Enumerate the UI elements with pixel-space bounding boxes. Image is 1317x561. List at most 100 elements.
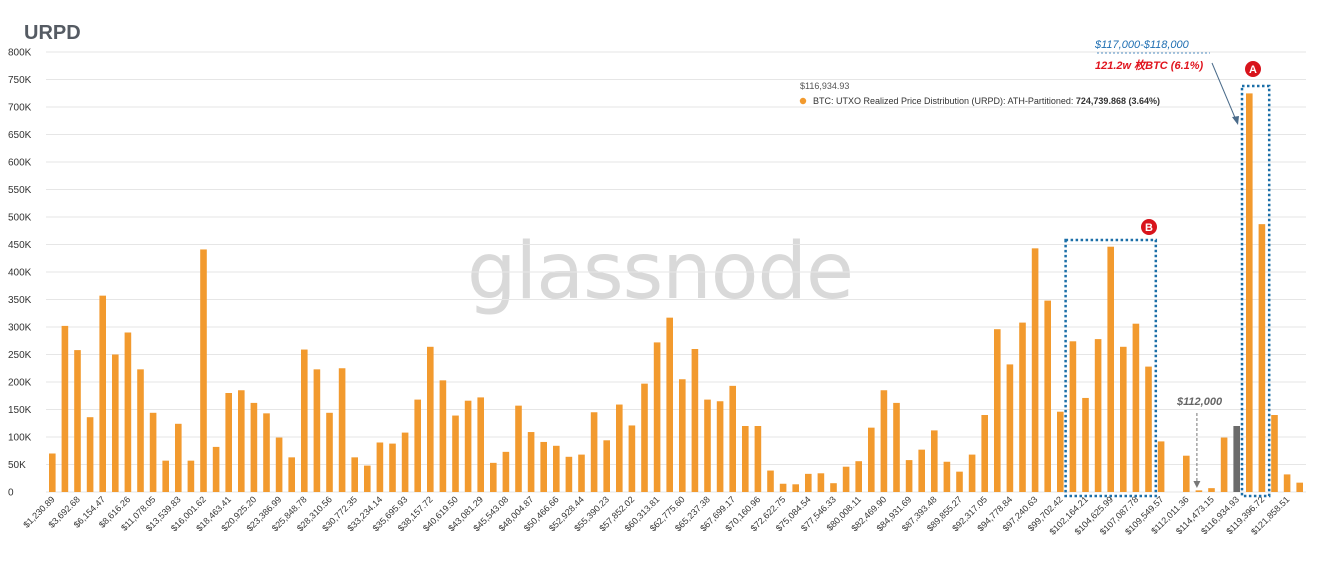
bar — [338, 368, 346, 492]
amount-label: 121.2w 枚BTC (6.1%) — [1095, 59, 1204, 72]
bar — [137, 369, 144, 492]
bar — [1208, 488, 1215, 492]
bar — [792, 484, 799, 492]
bar — [1271, 415, 1278, 492]
bar — [893, 402, 900, 492]
bar — [842, 466, 850, 492]
bar — [1145, 366, 1152, 492]
y-tick-label: 650K — [8, 130, 32, 141]
bar — [490, 462, 497, 492]
bar — [767, 470, 774, 492]
bar — [351, 457, 358, 492]
bar — [616, 404, 623, 492]
bar — [212, 446, 220, 492]
bar — [653, 342, 661, 492]
bar — [1258, 224, 1266, 492]
bar — [918, 449, 925, 492]
y-tick-label: 200K — [8, 378, 32, 389]
bar — [666, 317, 673, 492]
y-tick-label: 500K — [8, 213, 32, 224]
y-tick-label: 100K — [8, 433, 32, 444]
bar — [313, 369, 321, 492]
bar — [427, 346, 434, 492]
bar — [389, 443, 396, 492]
bar — [1082, 397, 1089, 492]
bar — [578, 454, 585, 492]
y-tick-label: 800K — [8, 48, 32, 59]
bar — [590, 412, 598, 492]
bar — [905, 460, 913, 492]
bar — [1296, 482, 1303, 492]
bar — [742, 426, 749, 492]
bar — [250, 402, 258, 492]
tooltip-dot — [799, 97, 807, 105]
bar — [1019, 322, 1026, 492]
bar — [1120, 346, 1127, 492]
bar — [149, 412, 157, 492]
tooltip-price: $116,934.93 — [800, 81, 849, 91]
bar — [679, 379, 686, 492]
bar — [364, 465, 371, 492]
bar — [1157, 441, 1165, 492]
bar — [1107, 246, 1114, 492]
bar — [99, 295, 106, 492]
arrow-head-a — [1232, 116, 1239, 125]
bar — [200, 249, 207, 492]
bar — [994, 329, 1001, 492]
y-tick-label: 0 — [8, 488, 14, 499]
y-tick-label: 250K — [8, 350, 32, 361]
bar — [301, 349, 308, 492]
bar — [754, 426, 762, 492]
bar — [288, 457, 295, 492]
y-tick-label: 150K — [8, 405, 32, 416]
badge-a-label: A — [1249, 64, 1257, 76]
y-tick-label: 300K — [8, 323, 32, 334]
badge-b-label: B — [1145, 222, 1153, 234]
y-tick-label: 600K — [8, 158, 32, 169]
y-tick-label: 450K — [8, 240, 32, 251]
annotation-box-a — [1240, 84, 1271, 498]
y-tick-label: 400K — [8, 268, 32, 279]
bar — [112, 354, 119, 492]
bar — [603, 440, 610, 492]
bar — [868, 427, 875, 492]
bar — [1183, 455, 1190, 492]
annotation-box-b — [1064, 238, 1158, 498]
bar — [1220, 437, 1228, 492]
bar — [1006, 364, 1014, 492]
bar — [830, 483, 837, 492]
bar — [527, 432, 535, 492]
bar — [238, 390, 245, 492]
bar — [502, 451, 510, 492]
y-tick-label: 750K — [8, 75, 32, 86]
bar — [1233, 426, 1240, 492]
bar — [817, 473, 825, 492]
arrow-line-a — [1211, 62, 1237, 121]
y-tick-label: 350K — [8, 295, 32, 306]
tooltip-series: BTC: UTXO Realized Price Distribution (U… — [813, 96, 1160, 106]
arrow-head-112k — [1193, 481, 1201, 488]
bar — [1132, 323, 1140, 492]
bar — [376, 442, 384, 492]
bar — [326, 412, 333, 492]
bar — [956, 471, 963, 492]
bar — [855, 461, 862, 492]
bar — [704, 399, 711, 492]
bar — [779, 483, 787, 492]
bar — [540, 441, 547, 492]
bar — [641, 383, 648, 492]
bar — [464, 400, 472, 492]
bar — [968, 454, 976, 492]
bar — [1283, 474, 1291, 492]
price-label: $112,000 — [1176, 396, 1223, 408]
bar — [74, 350, 81, 492]
chart-title: URPD — [24, 22, 81, 44]
bar — [729, 385, 736, 492]
y-tick-label: 700K — [8, 103, 32, 114]
bar — [805, 473, 812, 492]
bar — [61, 325, 69, 492]
bar — [628, 425, 636, 492]
bar — [175, 423, 182, 492]
